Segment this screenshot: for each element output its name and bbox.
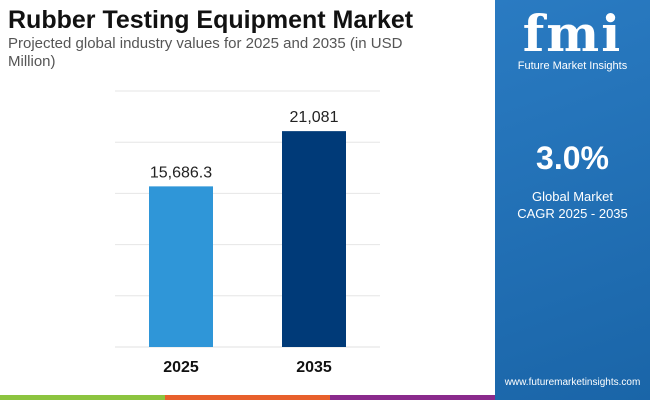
cagr-label-line2: CAGR 2025 - 2035 xyxy=(517,206,628,221)
data-label: 21,081 xyxy=(290,109,339,126)
chart-subtitle: Projected global industry values for 202… xyxy=(8,35,403,70)
website-link[interactable]: www.futuremarketinsights.com xyxy=(504,377,641,388)
bar-chart: 15,686.3 2025 21,081 2035 xyxy=(115,90,380,376)
bar-2025 xyxy=(149,186,213,347)
cagr-label-line1: Global Market xyxy=(532,189,613,204)
chart-title: Rubber Testing Equipment Market xyxy=(8,6,414,34)
data-label: 15,686.3 xyxy=(150,164,212,181)
fmi-logo: fmi Future Market Insights xyxy=(495,4,650,73)
strip-purple xyxy=(330,395,495,400)
logo-name: Future Market Insights xyxy=(517,60,628,72)
x-tick-label: 2035 xyxy=(296,359,332,376)
strip-orange xyxy=(165,395,330,400)
cagr-label: Global Market CAGR 2025 - 2035 xyxy=(495,188,650,222)
side-panel: fmi Future Market Insights 3.0% Global M… xyxy=(495,0,650,400)
x-tick-label: 2025 xyxy=(163,359,199,376)
strip-green xyxy=(0,395,165,400)
bar-2035 xyxy=(282,131,346,347)
logo-mark: fmi xyxy=(522,4,623,63)
cagr-value: 3.0% xyxy=(536,140,609,176)
